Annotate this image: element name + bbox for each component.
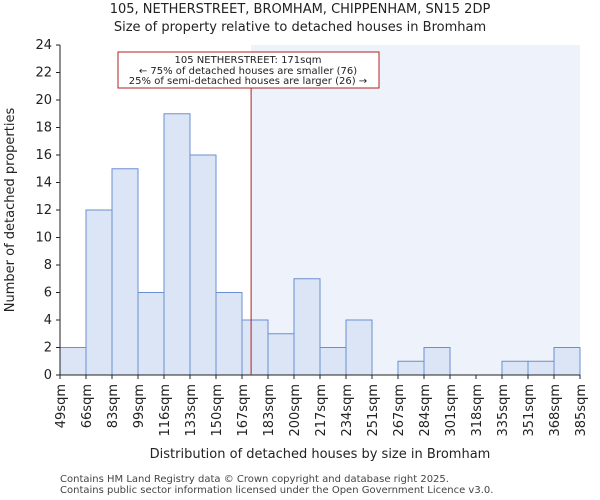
x-tick-label: 183sqm xyxy=(262,384,277,437)
x-tick-label: 99sqm xyxy=(132,384,147,428)
bar-183sqm xyxy=(267,333,295,376)
x-tick-label: 335sqm xyxy=(496,384,511,437)
y-tick-label: 12 xyxy=(35,203,52,218)
bar-368sqm xyxy=(553,347,581,376)
y-tick-label: 8 xyxy=(44,258,52,273)
x-tick-label: 167sqm xyxy=(236,384,251,437)
bar-49sqm xyxy=(59,347,87,376)
y-tick-label: 18 xyxy=(35,121,52,136)
bar-99sqm xyxy=(137,292,165,376)
annotation-line-3: 25% of semi-detached houses are larger (… xyxy=(129,76,367,87)
bar-83sqm xyxy=(111,168,139,376)
y-tick-label: 2 xyxy=(44,341,52,356)
y-axis-label: Number of detached properties xyxy=(3,108,18,313)
y-tick-label: 4 xyxy=(44,313,52,328)
bar-234sqm xyxy=(345,319,373,376)
annotation-line-2: ← 75% of detached houses are smaller (76… xyxy=(139,66,357,77)
y-tick-label: 22 xyxy=(35,66,52,81)
x-tick-label: 368sqm xyxy=(548,384,563,437)
x-tick-label: 83sqm xyxy=(106,384,121,428)
x-tick-label: 66sqm xyxy=(80,384,95,428)
bar-284sqm xyxy=(423,347,451,376)
bar-335sqm xyxy=(501,360,529,376)
chart-title: 105, NETHERSTREET, BROMHAM, CHIPPENHAM, … xyxy=(110,2,491,17)
x-tick-label: 116sqm xyxy=(158,384,173,437)
y-tick-label: 0 xyxy=(44,368,52,383)
footer-line-1: Contains HM Land Registry data © Crown c… xyxy=(60,474,449,485)
bar-217sqm xyxy=(319,347,347,376)
x-tick-label: 234sqm xyxy=(340,384,355,437)
y-tick-label: 14 xyxy=(35,176,52,191)
x-tick-label: 318sqm xyxy=(470,384,485,437)
x-tick-label: 385sqm xyxy=(574,384,589,437)
annotation-line-1: 105 NETHERSTREET: 171sqm xyxy=(175,55,322,66)
annotation-box: 105 NETHERSTREET: 171sqm ← 75% of detach… xyxy=(117,51,380,89)
y-tick-label: 24 xyxy=(35,38,52,53)
chart-subtitle: Size of property relative to detached ho… xyxy=(114,20,486,35)
x-tick-label: 267sqm xyxy=(392,384,407,437)
y-tick-label: 16 xyxy=(35,148,52,163)
x-ticks: 49sqm 66sqm 83sqm 99sqm 116sqm 133sqm 150sqm 16… xyxy=(54,375,589,437)
x-tick-label: 284sqm xyxy=(418,384,433,437)
x-tick-label: 200sqm xyxy=(288,384,303,437)
bar-167sqm xyxy=(241,319,269,376)
x-tick-label: 133sqm xyxy=(184,384,199,437)
bar-133sqm xyxy=(189,154,217,376)
x-tick-label: 49sqm xyxy=(54,384,69,428)
bar-267sqm xyxy=(397,360,425,376)
y-tick-label: 6 xyxy=(44,286,52,301)
bar-200sqm xyxy=(293,278,321,376)
bar-66sqm xyxy=(85,209,113,376)
x-tick-label: 301sqm xyxy=(444,384,459,437)
bar-150sqm xyxy=(215,292,243,376)
x-tick-label: 351sqm xyxy=(522,384,537,437)
y-tick-label: 20 xyxy=(35,93,52,108)
bars xyxy=(59,113,581,376)
footer-line-2: Contains public sector information licen… xyxy=(60,485,494,496)
y-tick-label: 10 xyxy=(35,231,52,246)
x-tick-label: 217sqm xyxy=(314,384,329,437)
x-axis-label: Distribution of detached houses by size … xyxy=(150,447,491,462)
x-tick-label: 251sqm xyxy=(366,384,381,437)
x-tick-label: 150sqm xyxy=(210,384,225,437)
bar-351sqm xyxy=(527,360,555,376)
bar-116sqm xyxy=(163,113,191,376)
